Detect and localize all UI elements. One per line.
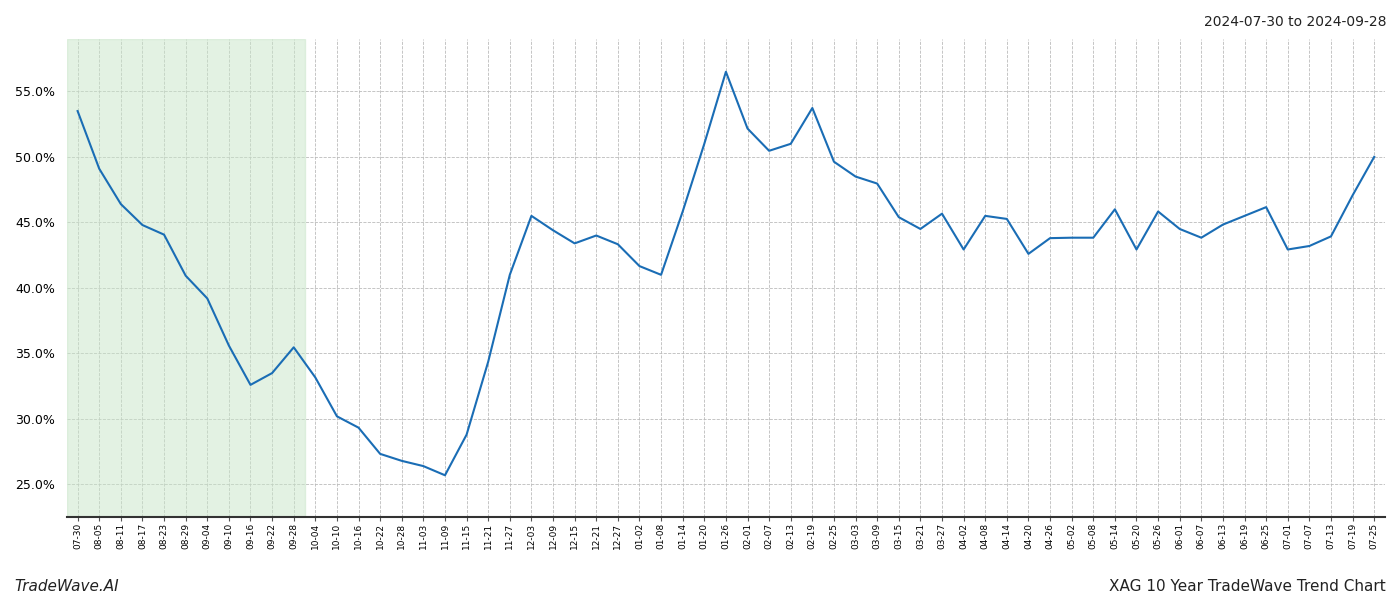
Bar (67, 39, 305, 517)
Text: 2024-07-30 to 2024-09-28: 2024-07-30 to 2024-09-28 (1204, 15, 1386, 29)
Text: XAG 10 Year TradeWave Trend Chart: XAG 10 Year TradeWave Trend Chart (1109, 579, 1386, 594)
Text: TradeWave.AI: TradeWave.AI (14, 579, 119, 594)
